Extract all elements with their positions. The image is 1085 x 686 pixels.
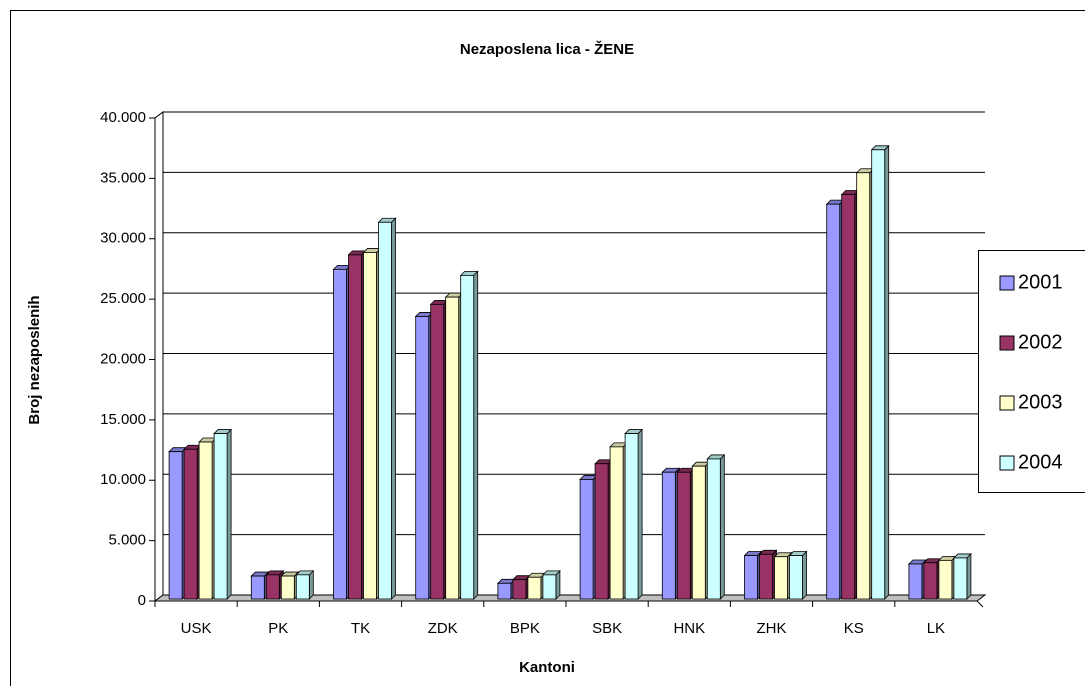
- legend-label: 2003: [1018, 391, 1063, 413]
- y-tick-label: 35.000: [100, 169, 146, 186]
- bar-side: [884, 144, 890, 600]
- bar: [250, 575, 265, 600]
- bar: [198, 441, 213, 600]
- y-tick-label: 20.000: [100, 350, 146, 367]
- bar: [676, 471, 691, 600]
- bar: [168, 451, 183, 600]
- legend-label: 2004: [1018, 451, 1063, 473]
- bar-side: [473, 270, 479, 600]
- y-tick-label: 40.000: [100, 109, 146, 126]
- bar-side: [966, 552, 972, 600]
- x-tick-label: USK: [181, 620, 212, 637]
- bar: [363, 252, 377, 600]
- bar: [497, 582, 512, 600]
- bar: [706, 458, 721, 600]
- y-tick-label: 15.000: [100, 411, 146, 428]
- bar: [661, 471, 676, 600]
- bar: [826, 203, 841, 600]
- bar: [871, 149, 886, 600]
- bar: [744, 555, 758, 600]
- y-tick-label: 30.000: [100, 230, 146, 247]
- bar: [624, 433, 639, 600]
- bar: [280, 575, 295, 600]
- bar-side: [802, 550, 807, 600]
- bar: [430, 303, 445, 600]
- legend: 2001 2002 2003 2004: [978, 250, 1085, 493]
- x-tick-label: PK: [268, 620, 288, 637]
- legend-label: 2002: [1018, 331, 1063, 353]
- bar: [527, 576, 542, 600]
- bar: [183, 448, 198, 600]
- x-axis-label: Kantoni: [519, 659, 575, 676]
- y-tick-label: 10.000: [100, 471, 146, 488]
- bar: [295, 574, 310, 600]
- bar: [378, 221, 392, 600]
- x-tick-label: ZHK: [757, 620, 787, 637]
- x-tick-label: KS: [844, 620, 864, 637]
- bar: [609, 446, 624, 600]
- bar: [415, 316, 430, 600]
- bar: [445, 296, 460, 600]
- bar: [841, 194, 856, 600]
- x-tick-label: ZDK: [428, 620, 458, 637]
- bar-side: [391, 217, 396, 600]
- side-wall: [154, 111, 164, 602]
- bar-side: [555, 569, 561, 600]
- bar: [579, 479, 594, 600]
- bar: [923, 562, 938, 600]
- bar: [774, 556, 788, 600]
- bar: [265, 574, 280, 600]
- y-tick-label: 5.000: [108, 532, 146, 549]
- bar-side: [719, 453, 725, 600]
- bar: [333, 268, 347, 600]
- legend-label: 2001: [1018, 271, 1063, 293]
- x-tick-label: HNK: [673, 620, 705, 637]
- bar-side: [226, 428, 232, 600]
- legend-swatch: [999, 275, 1015, 291]
- bar: [594, 463, 609, 600]
- bar: [856, 172, 871, 600]
- x-tick-label: TK: [351, 620, 370, 637]
- y-axis-label: Broj nezaposlenih: [26, 295, 43, 424]
- bar: [542, 574, 557, 600]
- bar: [460, 274, 475, 600]
- bar: [953, 557, 968, 600]
- y-tick-label: 0: [138, 592, 146, 609]
- bar: [691, 465, 706, 600]
- x-tick-label: BPK: [510, 620, 540, 637]
- bar: [938, 559, 953, 600]
- bar: [908, 563, 923, 600]
- legend-swatch: [999, 335, 1015, 351]
- x-tick-label: SBK: [592, 620, 622, 637]
- legend-box: [978, 250, 1085, 493]
- y-tick-label: 25.000: [100, 290, 146, 307]
- bar: [213, 433, 228, 600]
- bar-side: [637, 428, 643, 600]
- legend-swatch: [999, 455, 1015, 471]
- bar: [348, 254, 362, 600]
- x-axis-end: [976, 600, 984, 608]
- x-tick-label: LK: [927, 620, 945, 637]
- chart-title: Nezaposlena lica - ŽENE: [460, 40, 634, 58]
- bar-side: [308, 569, 314, 600]
- bar: [512, 579, 527, 600]
- bar: [789, 555, 803, 600]
- legend-swatch: [999, 395, 1015, 411]
- bar: [759, 553, 773, 600]
